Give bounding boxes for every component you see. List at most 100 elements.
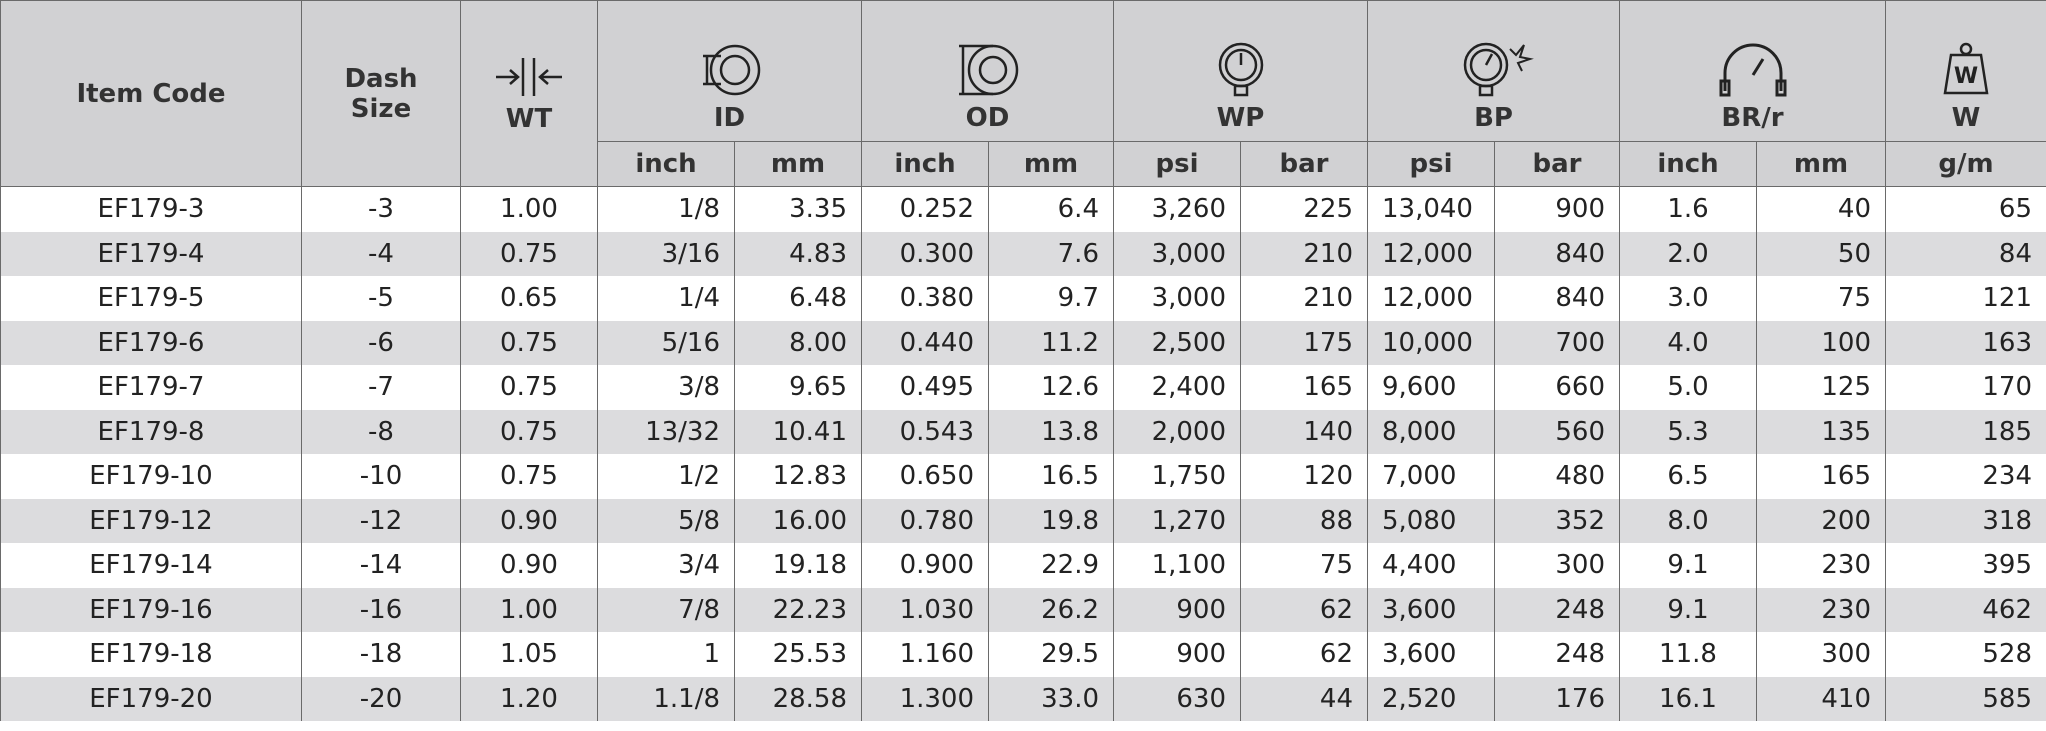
cell: EF179-7	[0, 365, 302, 410]
cell: EF179-4	[0, 231, 302, 276]
cell: 0.543	[861, 409, 989, 454]
cell: 44	[1240, 676, 1368, 721]
cell: 19.8	[988, 498, 1114, 543]
cell: 135	[1756, 409, 1886, 454]
cell: 163	[1885, 320, 2046, 365]
br-icon	[1719, 43, 1786, 97]
cell: 88	[1240, 498, 1368, 543]
cell: 1.030	[861, 587, 989, 632]
cell: 1	[597, 632, 735, 677]
cell: 4.0	[1619, 320, 1757, 365]
cell: 3,000	[1113, 231, 1241, 276]
cell: 8.00	[734, 320, 862, 365]
cell: 560	[1494, 409, 1620, 454]
cell: 352	[1494, 498, 1620, 543]
cell: 19.18	[734, 543, 862, 588]
cell: 5/16	[597, 320, 735, 365]
cell: 0.75	[460, 365, 598, 410]
cell: 225	[1240, 186, 1368, 232]
cell: -7	[301, 365, 461, 410]
cell: 75	[1240, 543, 1368, 588]
cell: 1/4	[597, 276, 735, 321]
cell: 3,600	[1367, 632, 1495, 677]
cell: 6.5	[1619, 454, 1757, 499]
cell: 660	[1494, 365, 1620, 410]
cell: 528	[1885, 632, 2046, 677]
cell: 300	[1756, 632, 1886, 677]
cell: 0.780	[861, 498, 989, 543]
cell: 1,100	[1113, 543, 1241, 588]
cell: 16.1	[1619, 676, 1757, 721]
cell: 6.4	[988, 186, 1114, 232]
cell: 318	[1885, 498, 2046, 543]
unit-header: inch	[597, 141, 735, 187]
cell: EF179-6	[0, 320, 302, 365]
cell: 480	[1494, 454, 1620, 499]
cell: 1,270	[1113, 498, 1241, 543]
cell: 26.2	[988, 587, 1114, 632]
cell: 3/4	[597, 543, 735, 588]
cell: 140	[1240, 409, 1368, 454]
unit-header: bar	[1240, 141, 1368, 187]
table-row: EF179-7 -7 0.75 3/8 9.65 0.495 12.6 2,400 165 9,6…	[0, 365, 2046, 410]
cell: 40	[1756, 186, 1886, 232]
cell: -6	[301, 320, 461, 365]
cell: -14	[301, 543, 461, 588]
cell: 13.8	[988, 409, 1114, 454]
cell: 0.900	[861, 543, 989, 588]
cell: 12,000	[1367, 276, 1495, 321]
cell: 3,260	[1113, 186, 1241, 232]
header: OD	[861, 0, 1114, 142]
header: BP	[1367, 0, 1620, 142]
cell: 1.00	[460, 587, 598, 632]
header: WP	[1113, 0, 1368, 142]
cell: 0.90	[460, 543, 598, 588]
cell: 6.48	[734, 276, 862, 321]
cell: 12,000	[1367, 231, 1495, 276]
cell: 248	[1494, 587, 1620, 632]
cell: 5/8	[597, 498, 735, 543]
header: WT	[460, 0, 598, 187]
cell: 900	[1113, 632, 1241, 677]
header-text: W	[1951, 103, 1981, 133]
cell: -12	[301, 498, 461, 543]
cell: 1.160	[861, 632, 989, 677]
unit-header: g/m	[1885, 141, 2046, 187]
w-icon: W	[1943, 42, 1989, 95]
cell: 9.1	[1619, 587, 1757, 632]
cell: 300	[1494, 543, 1620, 588]
cell: 3/16	[597, 231, 735, 276]
cell: 7/8	[597, 587, 735, 632]
header: BR/r	[1619, 0, 1886, 142]
cell: 0.495	[861, 365, 989, 410]
cell: 11.2	[988, 320, 1114, 365]
cell: 5.3	[1619, 409, 1757, 454]
unit-header: bar	[1494, 141, 1620, 187]
cell: 165	[1240, 365, 1368, 410]
cell: 7,000	[1367, 454, 1495, 499]
cell: 120	[1240, 454, 1368, 499]
header-text: BP	[1474, 103, 1513, 133]
wt-icon	[496, 57, 562, 96]
cell: 0.650	[861, 454, 989, 499]
cell: -20	[301, 676, 461, 721]
cell: 2,500	[1113, 320, 1241, 365]
unit-header: inch	[1619, 141, 1757, 187]
unit-header: psi	[1113, 141, 1241, 187]
cell: 121	[1885, 276, 2046, 321]
cell: 0.75	[460, 409, 598, 454]
table-row: EF179-5 -5 0.65 1/4 6.48 0.380 9.7 3,000 210 12,0…	[0, 276, 2046, 321]
wp-icon	[1218, 42, 1263, 97]
cell: 462	[1885, 587, 2046, 632]
cell: 9.1	[1619, 543, 1757, 588]
cell: 3,600	[1367, 587, 1495, 632]
cell: 230	[1756, 543, 1886, 588]
header-text: ID	[713, 103, 746, 133]
od-icon	[958, 44, 1018, 96]
cell: 9,600	[1367, 365, 1495, 410]
header-text: Dash Size	[344, 63, 418, 124]
cell: 7.6	[988, 231, 1114, 276]
unit-header: mm	[988, 141, 1114, 187]
